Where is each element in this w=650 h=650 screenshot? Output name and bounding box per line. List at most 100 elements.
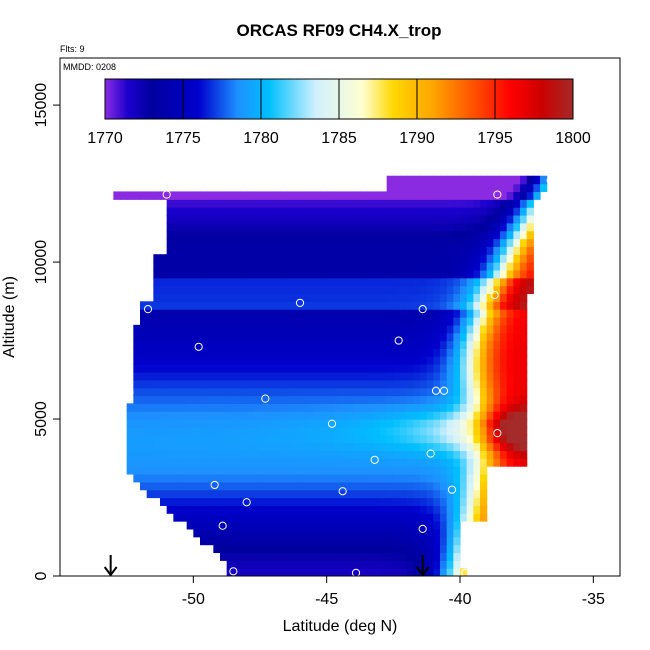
heat-cell — [506, 379, 514, 389]
heat-cell — [406, 332, 414, 342]
heat-cell — [373, 434, 381, 444]
heat-cell — [166, 293, 174, 302]
heat-cell — [406, 175, 414, 185]
heat-cell — [313, 356, 321, 365]
heat-cell — [213, 262, 221, 271]
heat-cell — [340, 395, 348, 404]
heat-cell — [306, 230, 314, 240]
heat-cell — [406, 426, 414, 436]
heat-cell — [386, 277, 394, 287]
heat-cell — [446, 293, 454, 302]
heat-cell — [306, 568, 314, 576]
heat-cell — [473, 387, 481, 397]
heat-cell — [373, 269, 381, 279]
heat-cell — [326, 230, 334, 240]
heat-cell — [293, 568, 301, 576]
heat-cell — [340, 332, 348, 342]
heat-cell — [253, 395, 261, 404]
heat-cell — [340, 191, 348, 200]
heat-cell — [400, 544, 408, 554]
heat-cell — [160, 309, 168, 318]
heat-cell — [173, 293, 181, 302]
heat-cell — [126, 466, 134, 475]
heat-cell — [386, 262, 394, 271]
heat-cell — [433, 552, 441, 561]
heat-cell — [426, 230, 434, 240]
heat-cell — [433, 481, 441, 491]
heat-cell — [353, 277, 361, 287]
heat-cell — [193, 521, 201, 530]
heat-cell — [153, 489, 161, 499]
heat-cell — [193, 230, 201, 240]
heat-cell — [426, 324, 434, 334]
heat-cell — [500, 230, 508, 240]
heat-cell — [146, 364, 154, 373]
heat-cell — [393, 442, 401, 452]
heat-cell — [246, 379, 254, 389]
heat-cell — [413, 521, 421, 530]
heat-cell — [326, 387, 334, 397]
heat-cell — [240, 481, 248, 491]
heat-cell — [500, 332, 508, 342]
heat-cell — [353, 552, 361, 561]
heat-cell — [193, 489, 201, 499]
heat-cell — [346, 348, 354, 357]
heat-cell — [466, 450, 474, 459]
heat-cell — [246, 568, 254, 576]
heat-cell — [320, 246, 328, 255]
heat-cell — [420, 411, 428, 420]
heat-cell — [433, 246, 441, 255]
heat-cell — [240, 505, 248, 514]
heat-cell — [400, 560, 408, 569]
heat-cell — [526, 183, 534, 193]
heat-cell — [360, 214, 368, 224]
heat-cell — [466, 183, 474, 193]
heat-cell — [300, 450, 308, 459]
heat-cell — [380, 214, 388, 224]
heat-cell — [320, 528, 328, 538]
heat-cell — [406, 183, 414, 193]
heat-cell — [380, 277, 388, 287]
heat-cell — [360, 348, 368, 357]
heat-cell — [293, 544, 301, 554]
heat-cell — [186, 513, 194, 522]
heat-cell — [186, 426, 194, 436]
heat-cell — [173, 246, 181, 255]
heat-cell — [506, 419, 514, 428]
heat-cell — [386, 222, 394, 232]
heat-cell — [220, 207, 228, 216]
sample-point — [295, 298, 305, 307]
heat-cell — [453, 199, 461, 208]
heat-cell — [220, 269, 228, 279]
heat-cell — [373, 466, 381, 475]
sample-point — [327, 419, 337, 428]
heat-cell — [446, 419, 454, 428]
heat-cell — [433, 199, 441, 208]
heat-cell — [133, 395, 141, 404]
heat-cell — [353, 481, 361, 491]
heat-cell — [513, 301, 521, 310]
heat-cell — [333, 411, 341, 420]
heat-cell — [333, 450, 341, 459]
heat-cell — [486, 207, 494, 216]
heat-cell — [186, 214, 194, 224]
heat-cell — [200, 348, 208, 357]
heat-cell — [300, 403, 308, 412]
heat-cell — [413, 528, 421, 538]
heat-cell — [460, 199, 468, 208]
heat-cell — [186, 521, 194, 530]
sample-point — [418, 524, 427, 534]
heat-cell — [306, 466, 314, 475]
heat-cell — [246, 364, 254, 373]
heat-cell — [346, 262, 354, 271]
heat-cell — [406, 419, 414, 428]
heat-cell — [493, 317, 501, 326]
heat-cell — [446, 246, 454, 255]
heat-cell — [453, 364, 461, 373]
heat-cell — [473, 191, 481, 200]
heat-cell — [493, 199, 501, 208]
heat-cell — [413, 481, 421, 491]
heat-cell — [506, 191, 514, 200]
heat-cell — [293, 450, 301, 459]
heat-cell — [180, 356, 188, 365]
